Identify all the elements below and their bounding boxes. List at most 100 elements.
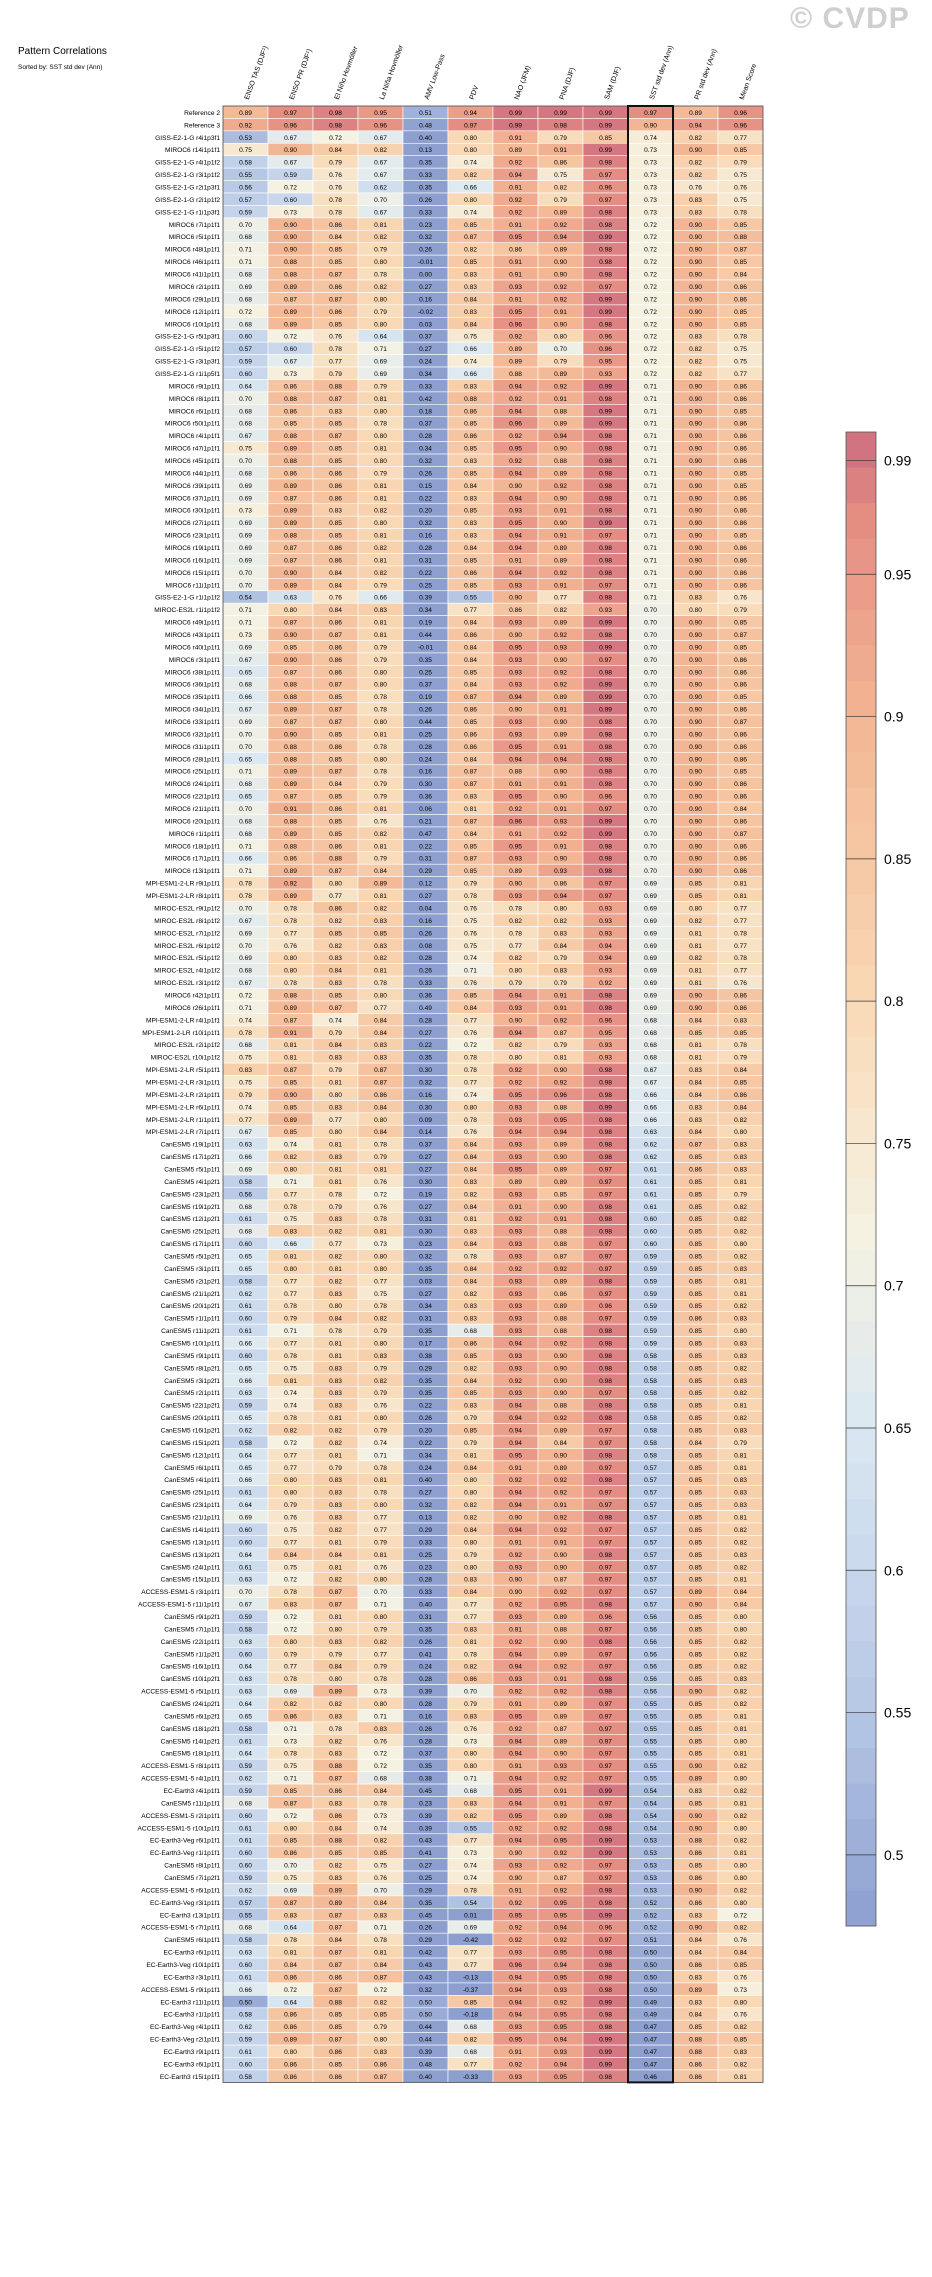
row-label: CanESM5 r9i1p2f1	[164, 1614, 220, 1621]
cell-value: 0.79	[554, 980, 567, 987]
cell-value: 0.60	[239, 2061, 252, 2068]
cell-value: 0.60	[239, 371, 252, 378]
cell-value: 0.98	[599, 781, 612, 788]
cell-value: 0.77	[734, 918, 747, 925]
cell-value: 0.97	[599, 1291, 612, 1298]
cell-value: 0.83	[374, 1353, 387, 1360]
cell-value: 0.83	[329, 1502, 342, 1509]
cell-value: 0.80	[329, 1303, 342, 1310]
cell-value: 0.92	[554, 1341, 567, 1348]
cell-value: 0.70	[644, 806, 657, 813]
cell-value: 0.83	[374, 1055, 387, 1062]
row-label: EC-Earth3 r4i1p1f1	[164, 1788, 221, 1795]
cell-value: 0.72	[284, 334, 297, 341]
cell-value: 0.98	[599, 2012, 612, 2019]
row-label: MIROC6 r49i1p1f1	[165, 620, 220, 627]
cell-value: 0.78	[284, 1589, 297, 1596]
cell-value: 0.94	[509, 1651, 522, 1658]
row-label: MIROC6 r43i1p1f1	[165, 632, 220, 639]
cell-value: 0.78	[464, 1651, 477, 1658]
cell-value: 0.93	[599, 918, 612, 925]
cell-value: 0.94	[599, 955, 612, 962]
cell-value: 0.77	[329, 359, 342, 366]
cell-value: 0.79	[554, 955, 567, 962]
cell-value: 0.81	[374, 731, 387, 738]
cell-value: 0.27	[419, 1154, 432, 1161]
cell-value: 0.92	[554, 682, 567, 689]
cell-value: 0.95	[509, 644, 522, 651]
cell-value: 0.86	[284, 1850, 297, 1857]
cell-value: 0.78	[284, 1751, 297, 1758]
cell-value: 0.85	[329, 992, 342, 999]
cell-value: 0.68	[239, 831, 252, 838]
cell-value: 0.82	[374, 955, 387, 962]
cell-value: 0.93	[509, 719, 522, 726]
row-label: Reference 3	[184, 122, 220, 129]
cell-value: -0.33	[463, 2074, 478, 2081]
cell-value: 0.93	[554, 1763, 567, 1770]
cell-value: 0.63	[284, 595, 297, 602]
cell-value: 0.83	[689, 334, 702, 341]
cell-value: 0.97	[599, 533, 612, 540]
cell-value: 0.79	[374, 383, 387, 390]
cell-value: 0.69	[644, 1005, 657, 1012]
cell-value: 0.81	[734, 893, 747, 900]
cell-value: 0.87	[329, 1776, 342, 1783]
cell-value: 0.69	[239, 495, 252, 502]
row-label: MIROC6 r6i1p1f1	[169, 408, 221, 415]
cell-value: 0.50	[419, 1999, 432, 2006]
cell-value: 0.86	[734, 545, 747, 552]
cell-value: 0.70	[239, 222, 252, 229]
cell-value: 0.82	[689, 172, 702, 179]
cell-value: 0.98	[599, 470, 612, 477]
cell-value: 0.79	[374, 657, 387, 664]
cell-value: 0.82	[374, 284, 387, 291]
cell-value: 0.98	[599, 1962, 612, 1969]
row-label: EC-Earth3 r6i1p1f1	[164, 2061, 221, 2068]
cell-value: 0.85	[689, 1539, 702, 1546]
cell-value: 0.87	[329, 1925, 342, 1932]
cell-value: 0.81	[374, 843, 387, 850]
cell-value: 0.58	[644, 1415, 657, 1422]
cell-value: 0.93	[509, 682, 522, 689]
cell-value: 0.90	[284, 657, 297, 664]
cell-value: 0.91	[509, 831, 522, 838]
cell-value: 0.84	[464, 1241, 477, 1248]
cell-value: 0.88	[554, 1316, 567, 1323]
cell-value: 0.98	[599, 222, 612, 229]
cell-value: 0.71	[374, 1452, 387, 1459]
cell-value: 0.98	[599, 1825, 612, 1832]
cell-value: 0.97	[599, 1626, 612, 1633]
cell-value: 0.73	[464, 1850, 477, 1857]
cell-value: 0.35	[419, 1900, 432, 1907]
cell-value: 0.82	[734, 1763, 747, 1770]
cell-value: 0.92	[554, 1589, 567, 1596]
cell-value: 0.32	[419, 1254, 432, 1261]
cell-value: 0.90	[689, 383, 702, 390]
cell-value: 0.22	[419, 1403, 432, 1410]
cell-value: 0.85	[689, 2024, 702, 2031]
cell-value: 0.83	[374, 1042, 387, 1049]
cell-value: 0.87	[374, 1079, 387, 1086]
cell-value: 0.80	[374, 2037, 387, 2044]
cell-value: 0.98	[599, 1515, 612, 1522]
cell-value: 0.89	[554, 545, 567, 552]
cell-value: 0.91	[509, 2049, 522, 2056]
row-label: MPI-ESM1-2-LR r1i1p1f1	[146, 1117, 220, 1124]
cell-value: 0.53	[644, 1850, 657, 1857]
cell-value: 0.85	[329, 533, 342, 540]
row-label: CanESM5 r13i1p2f1	[161, 1552, 221, 1559]
cell-value: 0.77	[284, 1278, 297, 1285]
row-label: GISS-E2-1-G r1i1p3f1	[155, 209, 220, 216]
cell-value: 0.93	[509, 1614, 522, 1621]
cell-value: 0.85	[329, 520, 342, 527]
cell-value: 0.39	[419, 595, 432, 602]
cell-value: 0.68	[239, 781, 252, 788]
row-label: MPI-ESM1-2-LR r8i1p1f1	[146, 893, 220, 900]
cell-value: 0.00	[419, 272, 432, 279]
cell-value: 0.99	[599, 1912, 612, 1919]
cell-value: 0.73	[284, 1738, 297, 1745]
cell-value: 0.97	[599, 284, 612, 291]
cell-value: 0.91	[509, 1887, 522, 1894]
cell-value: 0.71	[644, 595, 657, 602]
